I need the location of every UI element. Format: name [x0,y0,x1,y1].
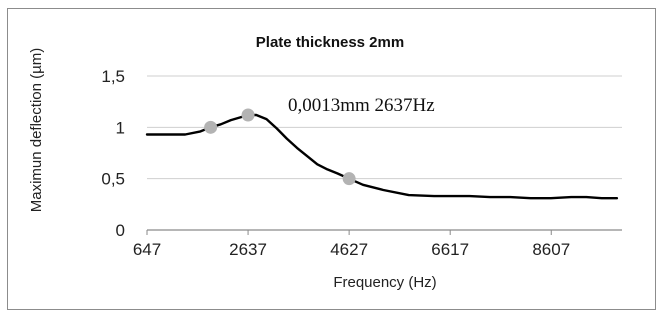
y-tick-label: 0,5 [101,170,125,189]
x-tick-label: 2637 [229,240,267,259]
point-annotation: 0,0013mm 2637Hz [288,95,435,116]
y-axis-title: Maximun deflection (µm) [28,48,45,213]
chart-title: Plate thickness 2mm [256,34,404,51]
x-tick-label: 4627 [330,240,368,259]
data-marker [241,108,255,122]
x-tick-label: 8607 [532,240,570,259]
data-marker [204,120,218,134]
markers-layer [204,108,356,186]
series-layer [145,113,619,200]
x-axis-title: Frequency (Hz) [333,274,436,291]
y-tick-label: 1,5 [101,67,125,86]
x-tick-label: 647 [133,240,161,259]
tick-labels: 0 0,5 1 1,5 647 2637 4627 6617 8607 [101,67,570,259]
gridlines [146,75,622,235]
y-tick-label: 1 [116,118,125,137]
x-tick-label: 6617 [431,240,469,259]
y-tick-label: 0 [116,221,125,240]
chart-frame [7,8,656,310]
series-line [145,113,619,200]
data-marker [342,172,356,186]
